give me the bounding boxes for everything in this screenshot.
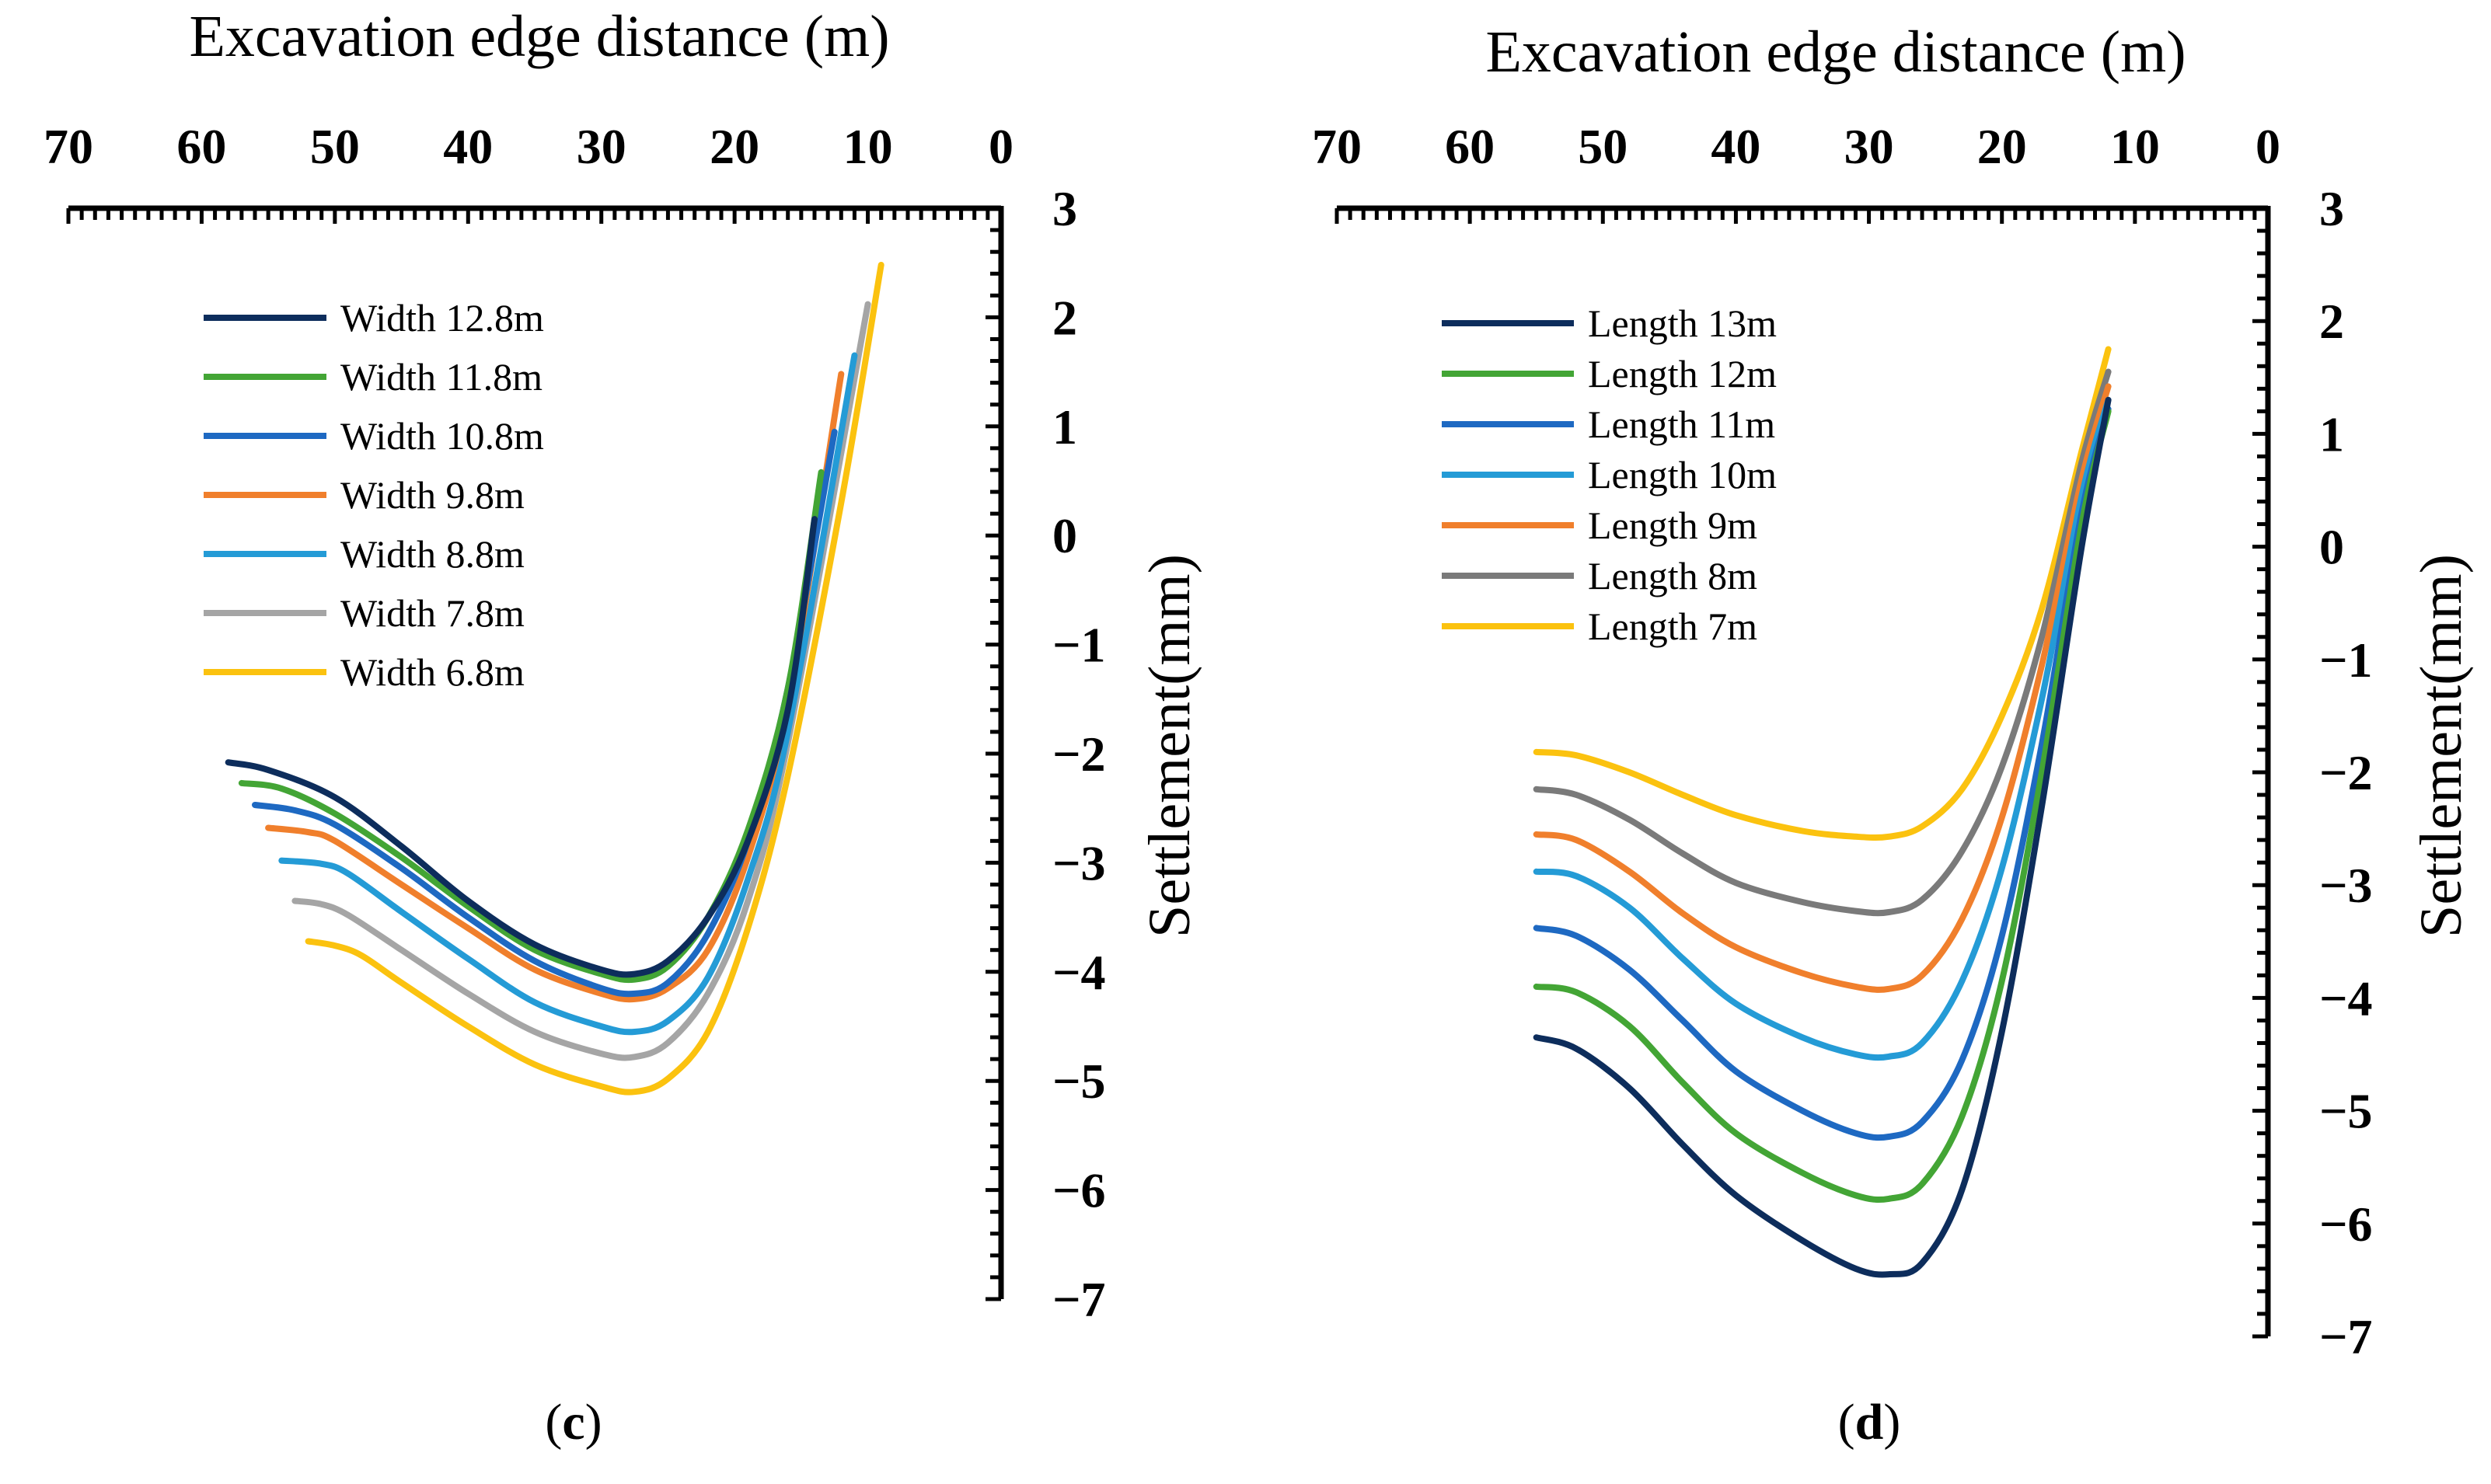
legend-label: Width 7.8m	[340, 591, 525, 635]
series-line	[278, 352, 858, 1036]
x-tick-label: 30	[577, 119, 626, 174]
y-tick-label: −7	[2319, 1309, 2372, 1364]
legend-label: Width 9.8m	[340, 473, 525, 517]
x-tick-label: 0	[2256, 119, 2280, 174]
x-tick-label: 40	[1711, 119, 1760, 174]
y-tick-label: −7	[1052, 1272, 1105, 1327]
legend: Width 12.8m Width 11.8m Width 10.8m Width 9…	[204, 296, 544, 694]
x-tick-label: 70	[44, 119, 93, 174]
y-tick-label: −1	[1052, 618, 1105, 673]
series-line	[1533, 368, 2112, 917]
y-tick-label: −2	[1052, 726, 1105, 782]
y-tick-label: −5	[1052, 1054, 1105, 1109]
x-tick-label: 60	[1445, 119, 1495, 174]
y-axis-title: Settlement(mm)	[2409, 554, 2474, 938]
y-tick-label: 0	[2319, 520, 2344, 575]
x-tick-label: 50	[1578, 119, 1628, 174]
x-tick-label: 20	[710, 119, 759, 174]
series-line	[305, 262, 884, 1096]
legend-label: Length 10m	[1588, 453, 1777, 496]
y-tick-label: 2	[1052, 290, 1077, 345]
y-tick-label: 1	[2319, 406, 2344, 462]
legend-label: Width 6.8m	[340, 650, 525, 694]
x-tick-label: 40	[443, 119, 493, 174]
y-tick-label: −5	[2319, 1084, 2372, 1139]
chart-panel-c: 70 60 50 40 30 20 10 03210−1−2−3−4−5−6−7Excavat…	[44, 4, 1202, 1451]
series-line	[1533, 346, 2112, 841]
y-tick-label: 3	[2319, 181, 2344, 236]
y-tick-label: −6	[1052, 1163, 1105, 1218]
x-tick-label: 10	[843, 119, 893, 174]
y-tick-label: −2	[2319, 745, 2372, 800]
legend-label: Length 12m	[1588, 352, 1777, 395]
x-tick-label: 10	[2110, 119, 2160, 174]
y-tick-label: −6	[2319, 1197, 2372, 1252]
x-tick-label: 20	[1977, 119, 2027, 174]
legend-label: Width 8.8m	[340, 532, 525, 576]
legend-label: Width 12.8m	[340, 296, 544, 340]
legend-label: Length 8m	[1588, 554, 1757, 597]
y-tick-label: −4	[1052, 945, 1105, 1000]
y-tick-label: 3	[1052, 181, 1077, 236]
y-tick-label: −3	[1052, 835, 1105, 890]
series-line	[238, 469, 825, 984]
series-line	[1533, 396, 2112, 1061]
y-tick-label: 1	[1052, 399, 1077, 455]
y-tick-label: 2	[2319, 294, 2344, 349]
series-line	[1533, 383, 2112, 993]
series-line	[1533, 406, 2112, 1141]
legend-label: Width 11.8m	[340, 355, 543, 399]
y-tick-label: −3	[2319, 858, 2372, 913]
legend-label: Width 10.8m	[340, 414, 544, 458]
series-line	[1533, 396, 2112, 1278]
legend-label: Length 11m	[1588, 402, 1775, 446]
x-axis-title: Excavation edge distance (m)	[189, 4, 889, 69]
x-tick-label: 0	[989, 119, 1013, 174]
y-tick-label: −1	[2319, 632, 2372, 688]
series-line	[1533, 408, 2112, 1204]
y-axis-title: Settlement(mm)	[1137, 554, 1202, 938]
y-tick-label: 0	[1052, 508, 1077, 563]
x-tick-label: 50	[310, 119, 360, 174]
panel-label: (c)	[545, 1394, 602, 1451]
x-axis-title: Excavation edge distance (m)	[1485, 19, 2186, 85]
x-tick-label: 30	[1844, 119, 1894, 174]
legend-label: Length 9m	[1588, 503, 1757, 547]
legend-label: Length 7m	[1588, 604, 1757, 648]
x-tick-label: 70	[1312, 119, 1362, 174]
legend-label: Length 13m	[1588, 301, 1777, 345]
panel-label: (d)	[1838, 1394, 1901, 1451]
chart-panel-d: 70 60 50 40 30 20 10 03210−1−2−3−4−5−6−7Excavat…	[1312, 19, 2474, 1451]
series-line	[225, 516, 818, 978]
legend: Length 13m Length 12m Length 11m Length 10m…	[1442, 301, 1777, 648]
y-tick-label: −4	[2319, 970, 2372, 1026]
x-tick-label: 60	[176, 119, 226, 174]
